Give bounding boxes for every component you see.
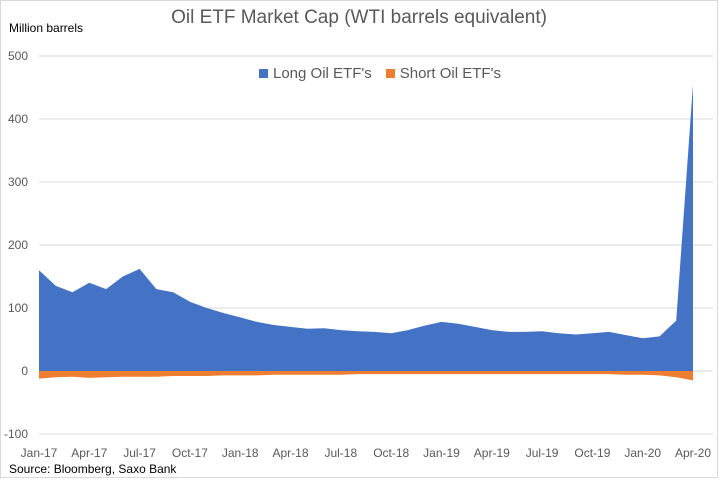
- y-tick-label--100: -100: [4, 427, 28, 441]
- x-tick-label-Jan-19: Jan-19: [423, 446, 460, 460]
- x-tick-label-Jan-20: Jan-20: [624, 446, 661, 460]
- x-tick-label-Apr-20: Apr-20: [675, 446, 711, 460]
- area-short-oil-etfs: [39, 371, 693, 381]
- x-tick-label-Jan-18: Jan-18: [222, 446, 259, 460]
- y-axis-unit-label: Million barrels: [9, 21, 84, 35]
- x-tick-label-Jul-19: Jul-19: [526, 446, 559, 460]
- x-tick-label-Jul-18: Jul-18: [324, 446, 357, 460]
- y-axis-ticks: -100 0 100 200 300 400 500: [4, 49, 28, 441]
- legend-swatch-long: [259, 69, 268, 78]
- legend-item-short: Short Oil ETF's: [385, 65, 501, 82]
- chart-title: Oil ETF Market Cap (WTI barrels equivale…: [171, 7, 547, 28]
- x-tick-label-Oct-19: Oct-19: [574, 446, 610, 460]
- legend: Long Oil ETF's Short Oil ETF's: [259, 65, 501, 82]
- x-axis-ticks: Jan-17 Apr-17 Jul-17 Oct-17 Jan-18 Apr-18 Jul-…: [21, 446, 712, 460]
- x-tick-label-Jan-17: Jan-17: [21, 446, 58, 460]
- source-note: Source: Bloomberg, Saxo Bank: [9, 462, 177, 476]
- x-tick-label-Oct-18: Oct-18: [373, 446, 409, 460]
- y-tick-label-200: 200: [8, 238, 28, 252]
- y-tick-label-0: 0: [21, 364, 28, 378]
- legend-label-long: Long Oil ETF's: [273, 65, 372, 82]
- x-tick-label-Jul-17: Jul-17: [123, 446, 156, 460]
- x-tick-label-Apr-17: Apr-17: [71, 446, 107, 460]
- legend-item-long: Long Oil ETF's: [259, 65, 372, 82]
- legend-swatch-short: [385, 69, 395, 78]
- y-tick-label-500: 500: [8, 49, 28, 63]
- x-tick-label-Apr-18: Apr-18: [272, 446, 308, 460]
- y-tick-label-300: 300: [8, 175, 28, 189]
- x-tick-label-Oct-17: Oct-17: [172, 446, 208, 460]
- legend-label-short: Short Oil ETF's: [399, 65, 501, 82]
- area-series: [39, 84, 693, 381]
- gridlines: [39, 55, 713, 435]
- y-tick-label-100: 100: [8, 301, 28, 315]
- x-tick-label-Apr-19: Apr-19: [474, 446, 510, 460]
- y-tick-label-400: 400: [8, 112, 28, 126]
- area-long-oil-etfs: [39, 84, 693, 372]
